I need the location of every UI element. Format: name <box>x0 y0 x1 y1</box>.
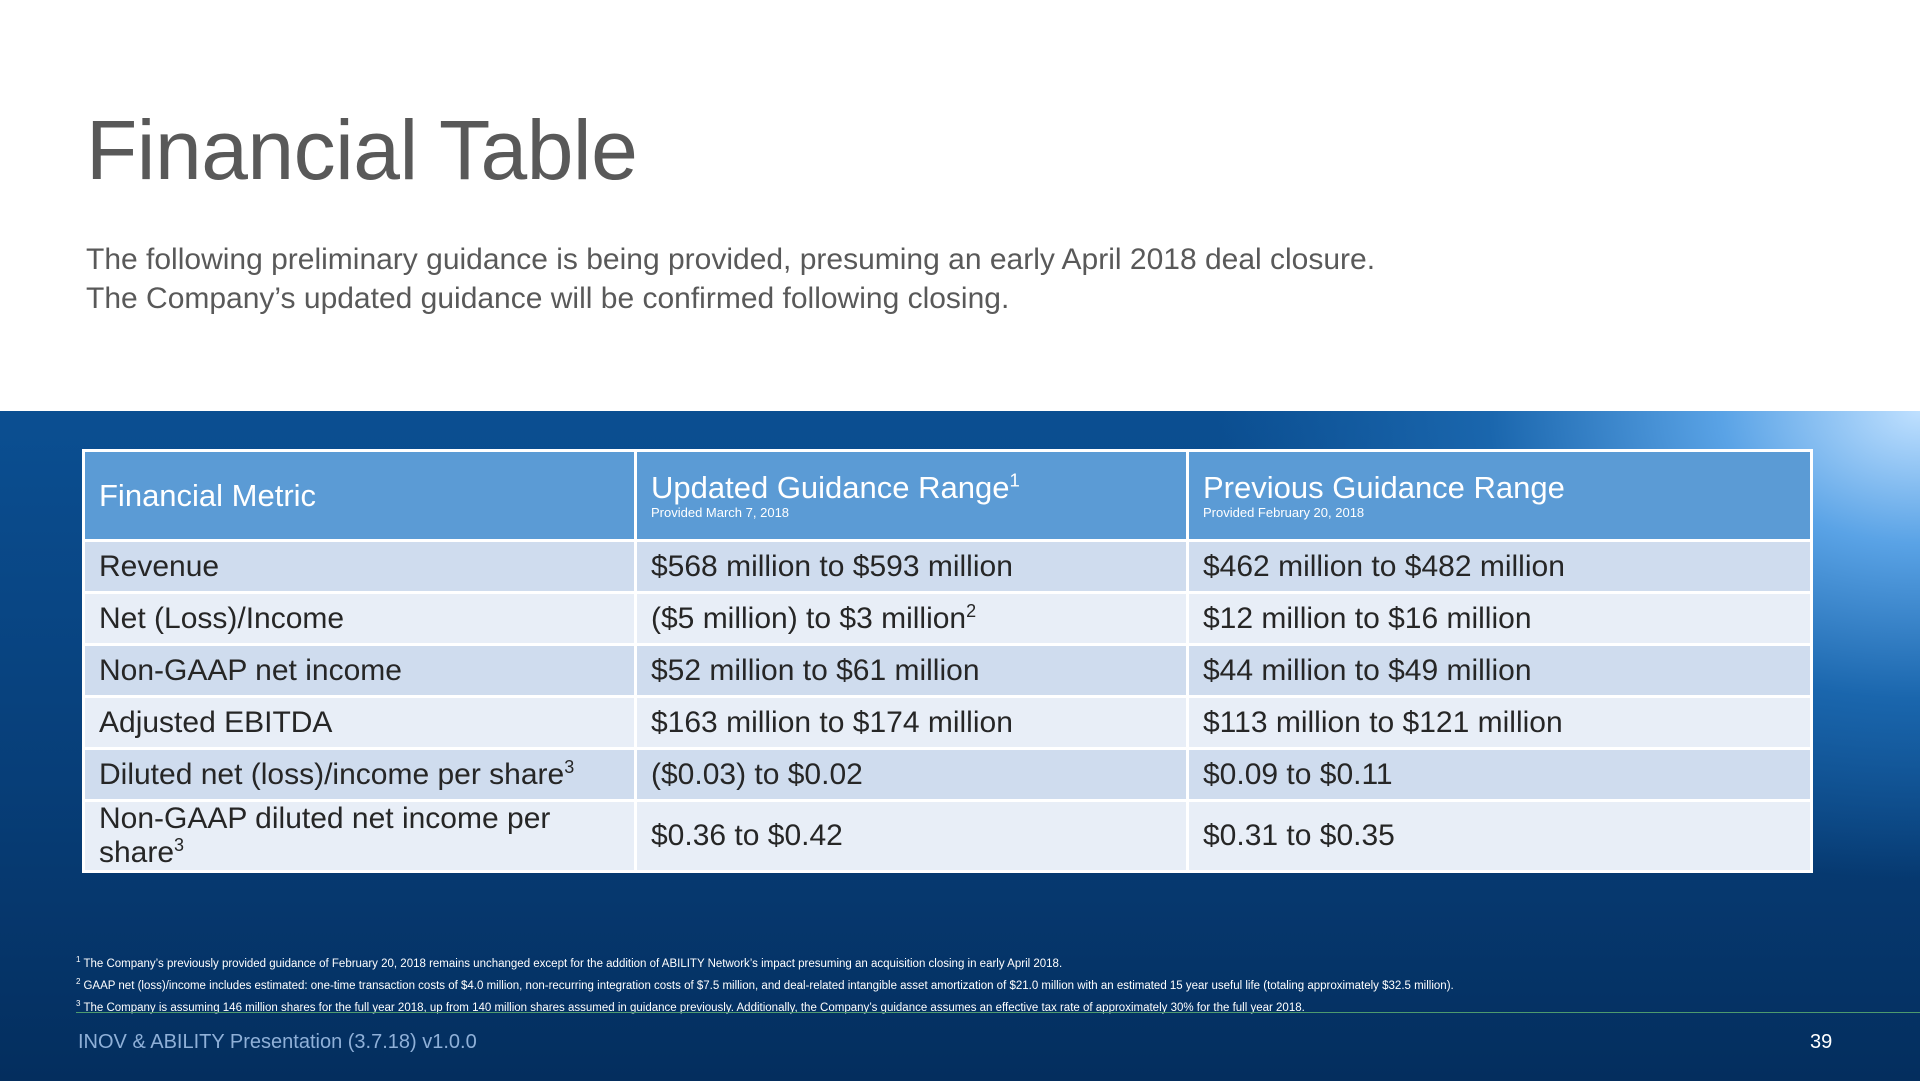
slide-title: Financial Table <box>86 103 638 197</box>
table-row: Non-GAAP net income $52 million to $61 m… <box>82 643 1813 698</box>
table-row: Non-GAAP diluted net income per share3 $… <box>82 799 1813 873</box>
header-previous-guidance: Previous Guidance Range Provided Februar… <box>1186 449 1813 542</box>
footnotes: 1 The Company’s previously provided guida… <box>76 951 1876 1016</box>
table-header-row: Financial Metric Updated Guidance Range1… <box>82 449 1813 542</box>
metric-cell: Net (Loss)/Income <box>82 591 637 646</box>
updated-cell: $0.36 to $0.42 <box>634 799 1189 873</box>
header-provided-date: Provided March 7, 2018 <box>651 504 790 520</box>
updated-cell: $52 million to $61 million <box>634 643 1189 698</box>
metric-cell: Revenue <box>82 539 637 594</box>
updated-cell: ($5 million) to $3 million2 <box>634 591 1189 646</box>
updated-cell: $568 million to $593 million <box>634 539 1189 594</box>
subtitle-line-1: The following preliminary guidance is be… <box>86 243 1376 276</box>
footer-divider <box>76 1012 1920 1013</box>
header-updated-guidance: Updated Guidance Range1 Provided March 7… <box>634 449 1189 542</box>
updated-cell: $163 million to $174 million <box>634 695 1189 750</box>
header-financial-metric: Financial Metric <box>82 449 637 542</box>
previous-cell: $12 million to $16 million <box>1186 591 1813 646</box>
table-row: Net (Loss)/Income ($5 million) to $3 mil… <box>82 591 1813 646</box>
previous-cell: $462 million to $482 million <box>1186 539 1813 594</box>
table-row: Adjusted EBITDA $163 million to $174 mil… <box>82 695 1813 750</box>
financial-table: Financial Metric Updated Guidance Range1… <box>82 449 1813 873</box>
footnote-1: 1 The Company’s previously provided guida… <box>76 955 1063 970</box>
updated-cell: ($0.03) to $0.02 <box>634 747 1189 802</box>
table-row: Diluted net (loss)/income per share3 ($0… <box>82 747 1813 802</box>
metric-cell: Adjusted EBITDA <box>82 695 637 750</box>
header-title: Financial Metric <box>99 477 317 513</box>
previous-cell: $0.31 to $0.35 <box>1186 799 1813 873</box>
table-row: Revenue $568 million to $593 million $46… <box>82 539 1813 594</box>
slide-subtitle: The following preliminary guidance is be… <box>86 240 1375 318</box>
metric-cell: Non-GAAP net income <box>82 643 637 698</box>
metric-cell: Diluted net (loss)/income per share3 <box>82 747 637 802</box>
header-title: Updated Guidance Range <box>651 469 1010 505</box>
footnote-3: 3 The Company is assuming 146 million sha… <box>76 998 1305 1014</box>
previous-cell: $113 million to $121 million <box>1186 695 1813 750</box>
footnote-ref: 1 <box>1009 469 1020 491</box>
footnote-2: 2 GAAP net (loss)/income includes estimat… <box>76 976 1454 992</box>
slide-top-area: Financial Table The following preliminar… <box>0 0 1920 411</box>
subtitle-line-2: The Company’s updated guidance will be c… <box>86 282 1010 315</box>
previous-cell: $44 million to $49 million <box>1186 643 1813 698</box>
header-title: Previous Guidance Range <box>1203 469 1565 505</box>
previous-cell: $0.09 to $0.11 <box>1186 747 1813 802</box>
footer-presentation-label: INOV & ABILITY Presentation (3.7.18) v1.… <box>78 1031 477 1053</box>
metric-cell: Non-GAAP diluted net income per share3 <box>82 799 637 873</box>
page-number: 39 <box>1810 1031 1833 1053</box>
header-provided-date: Provided February 20, 2018 <box>1203 504 1365 520</box>
